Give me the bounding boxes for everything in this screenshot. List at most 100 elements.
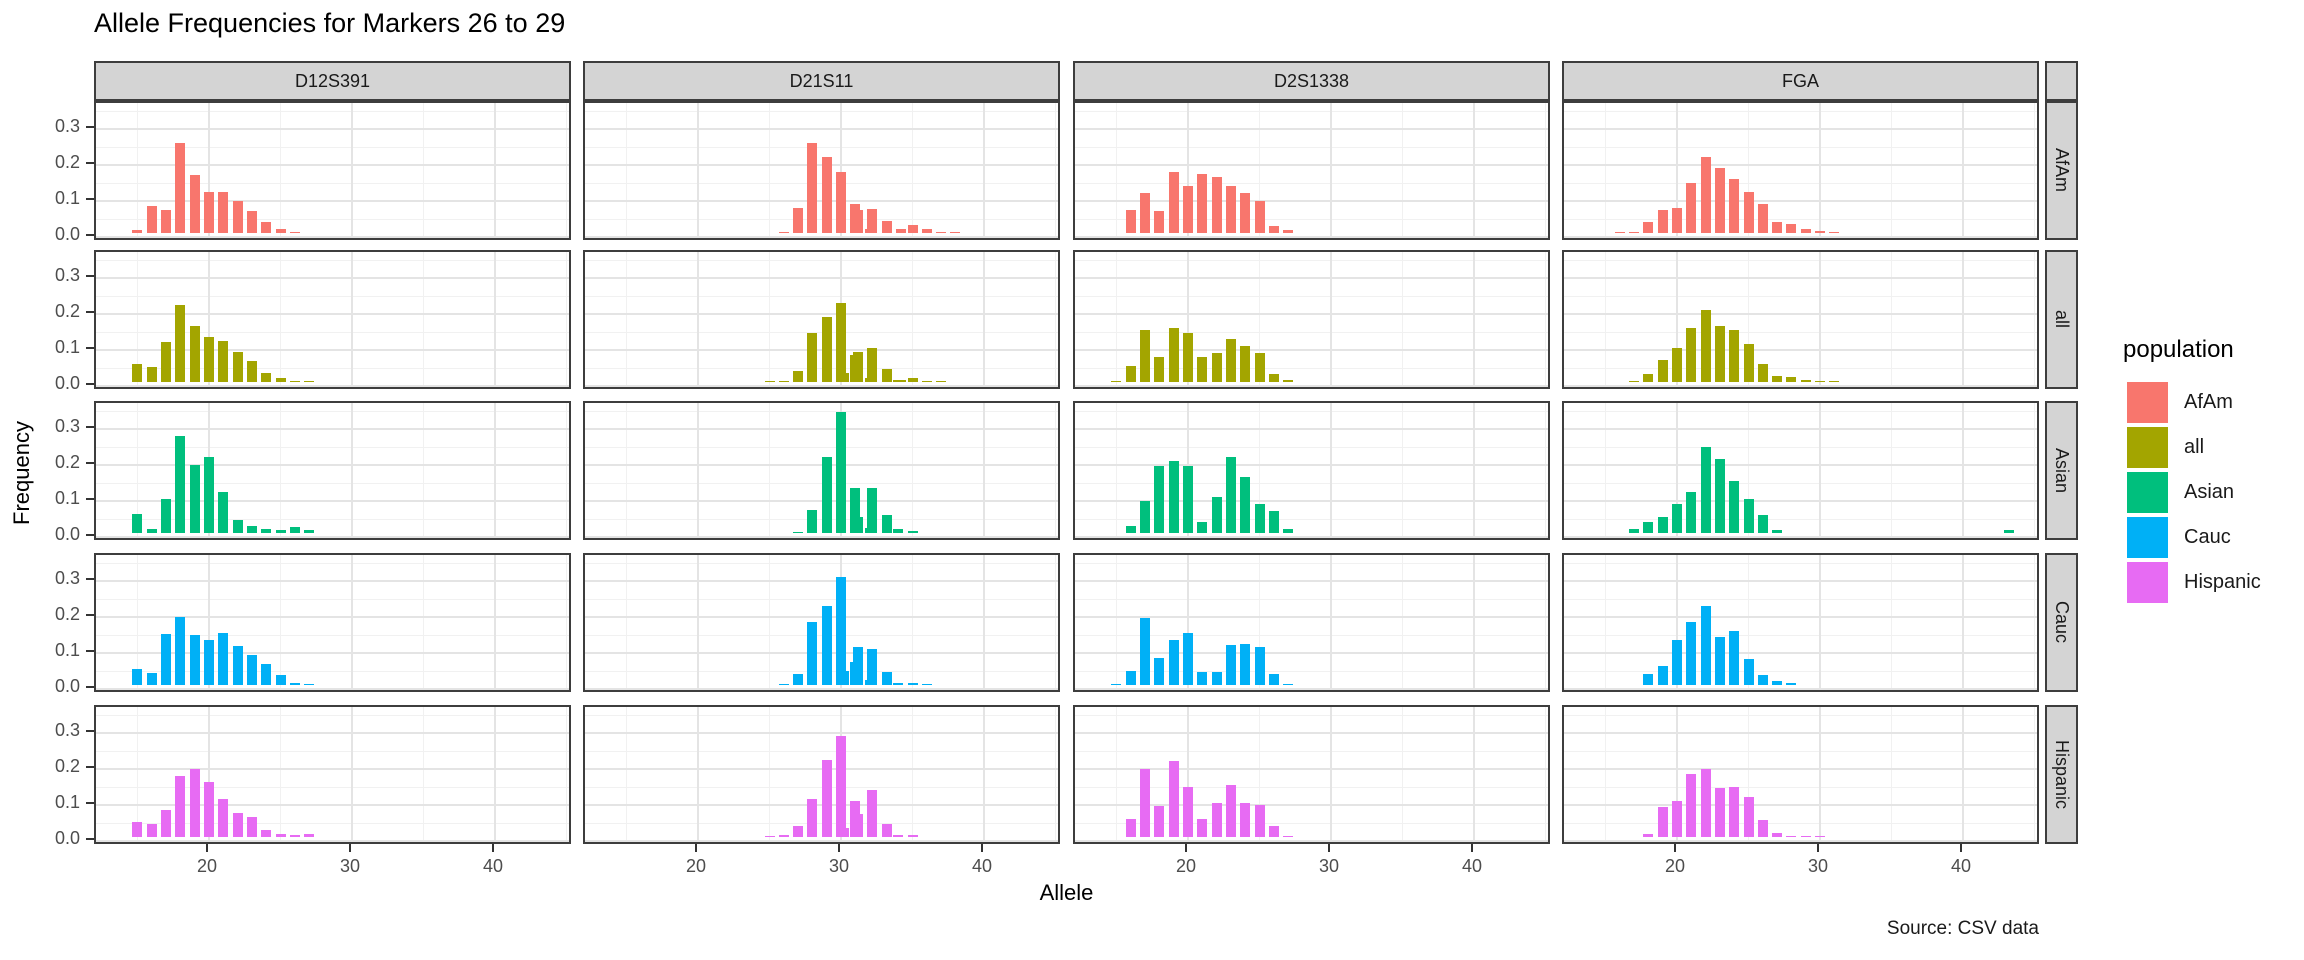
bar-allele-25 [1254, 647, 1265, 685]
gridline-x-major [983, 252, 986, 387]
gridline-y-minor [1564, 634, 2037, 636]
y-axis-tick [86, 234, 94, 236]
bar-allele-23 [1225, 784, 1236, 837]
gridline-y-minor [1564, 562, 2037, 564]
y-axis-tick-label: 0.0 [54, 676, 80, 696]
bar-allele-36 [921, 683, 932, 685]
bar-allele-32.2 [867, 790, 878, 837]
gridline-x-major [1819, 103, 1822, 238]
bar-allele-30.2 [838, 373, 849, 382]
gridline-y-major [96, 313, 569, 315]
facet-row-strip-Asian: Asian [2045, 401, 2078, 540]
bar-allele-20 [203, 457, 214, 533]
bar-allele-20 [1671, 639, 1682, 685]
bar-allele-22 [232, 813, 243, 837]
gridline-x-minor [1604, 707, 1606, 842]
gridline-y-minor [585, 218, 1058, 220]
bar-allele-31.2 [853, 352, 864, 382]
bar-allele-23 [246, 211, 257, 233]
gridline-y-major [585, 500, 1058, 502]
gridline-y-major [1075, 616, 1548, 618]
bar-allele-23 [1714, 636, 1725, 685]
bar-allele-18 [1154, 356, 1165, 382]
bar-allele-20 [1182, 632, 1193, 685]
gridline-y-minor [585, 822, 1058, 824]
x-axis-tick-label: 40 [1951, 856, 1972, 876]
bar-allele-21 [1197, 522, 1208, 533]
bar-allele-34 [893, 835, 904, 837]
gridline-y-minor [1075, 146, 1548, 148]
gridline-y-minor [1075, 634, 1548, 636]
bar-allele-17 [1140, 768, 1151, 837]
bar-allele-17 [161, 633, 172, 685]
gridline-x-major [351, 555, 354, 690]
gridline-y-minor [1075, 182, 1548, 184]
bar-allele-32.2 [867, 649, 878, 685]
gridline-y-minor [1075, 446, 1548, 448]
gridline-x-minor [1748, 252, 1749, 387]
bar-allele-34 [893, 683, 904, 685]
gridline-x-minor [2034, 555, 2036, 690]
bar-allele-35 [907, 682, 918, 685]
bar-allele-21 [1686, 182, 1697, 233]
gridline-x-major [494, 555, 497, 690]
gridline-y-minor [1564, 295, 2037, 297]
gridline-y-major [1075, 580, 1548, 582]
bar-allele-25 [1743, 344, 1754, 382]
bar-allele-22 [1700, 768, 1711, 837]
gridline-y-major [1075, 428, 1548, 430]
bar-allele-27 [304, 530, 315, 533]
gridline-y-major [96, 616, 569, 618]
gridline-x-major [1473, 555, 1476, 690]
bar-allele-16 [146, 823, 157, 837]
bar-allele-29 [821, 605, 832, 685]
bar-allele-22 [1211, 497, 1222, 533]
bar-allele-19 [1168, 171, 1179, 233]
bar-allele-18 [1154, 658, 1165, 685]
bar-allele-17 [1629, 231, 1640, 233]
bar-allele-28 [1786, 683, 1797, 685]
bar-allele-35 [907, 531, 918, 533]
bar-allele-28 [807, 143, 818, 233]
bar-allele-16 [146, 673, 157, 685]
gridline-x-minor [1055, 555, 1057, 690]
y-axis-tick [86, 311, 94, 313]
bar-allele-19 [1168, 328, 1179, 382]
gridline-x-minor [1402, 403, 1404, 538]
gridline-y-minor [1075, 822, 1548, 824]
bar-allele-27 [1772, 832, 1783, 837]
bar-allele-23 [1714, 459, 1725, 533]
gridline-y-major [585, 536, 1058, 538]
gridline-y-minor [96, 446, 569, 448]
gridline-x-major [1330, 403, 1333, 538]
y-axis-tick [86, 275, 94, 277]
bar-allele-20 [1671, 207, 1682, 233]
gridline-y-major [1564, 500, 2037, 502]
gridline-y-minor [1564, 110, 2037, 112]
gridline-x-minor [1259, 103, 1260, 238]
y-axis-tick [86, 498, 94, 500]
legend-swatch-AfAm [2127, 382, 2168, 423]
bar-allele-24 [1240, 193, 1251, 233]
gridline-y-major [1075, 464, 1548, 466]
legend-label-all: all [2184, 436, 2205, 458]
gridline-x-minor [1259, 403, 1260, 538]
gridline-x-major [1819, 252, 1822, 387]
bar-allele-20 [203, 191, 214, 233]
gridline-x-minor [1891, 555, 1893, 690]
legend-swatch-all [2127, 427, 2168, 468]
y-axis-tick-label: 0.1 [54, 337, 80, 357]
gridline-x-minor [136, 555, 138, 690]
gridline-y-major [96, 428, 569, 430]
gridline-x-minor [1545, 707, 1547, 842]
bar-allele-27 [1283, 835, 1294, 837]
gridline-x-major [696, 403, 699, 538]
bar-allele-25 [1254, 804, 1265, 837]
bar-allele-23 [1225, 338, 1236, 382]
gridline-x-minor [912, 403, 914, 538]
x-axis-tick [205, 844, 208, 852]
gridline-y-major [1075, 536, 1548, 538]
bar-allele-22 [1211, 672, 1222, 685]
panel-D12S391-all [94, 250, 571, 389]
gridline-x-minor [1259, 707, 1260, 842]
